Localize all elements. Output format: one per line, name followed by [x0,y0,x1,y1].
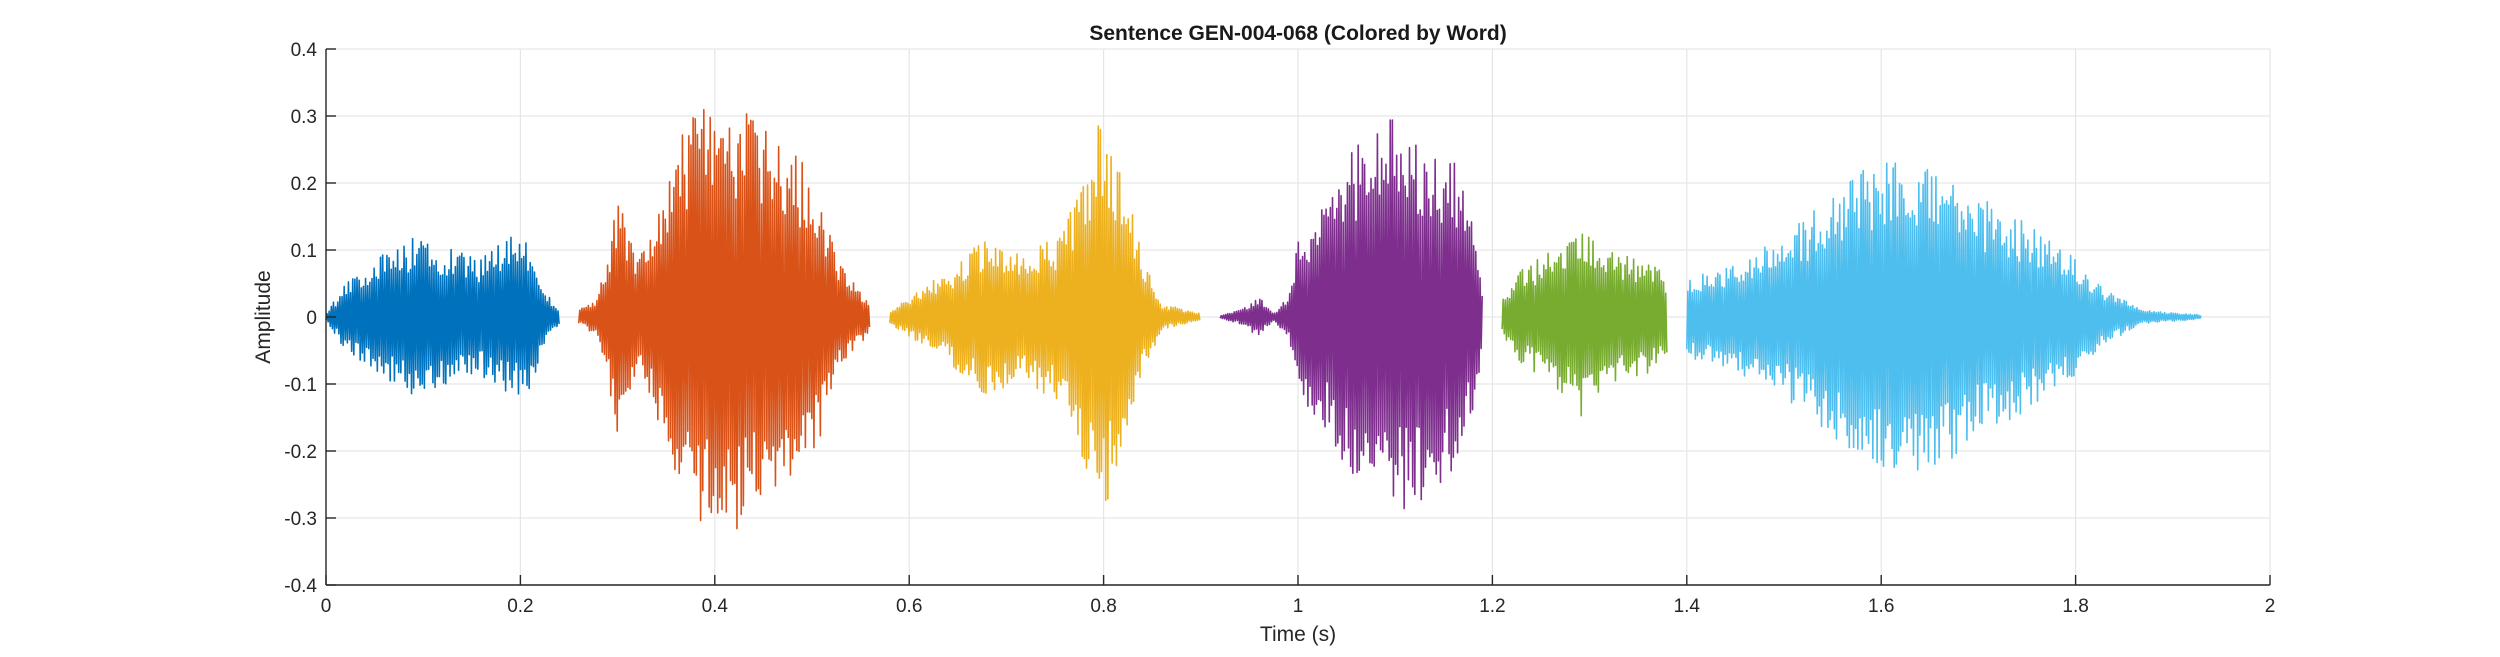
y-tick-label: 0.3 [291,107,317,128]
x-tick-label: 0.2 [507,596,533,617]
waveform-series [325,108,2202,530]
y-tick-label: -0.1 [284,375,317,396]
word-waveform-5 [1501,233,1668,417]
y-tick-label: -0.4 [284,576,317,597]
axes [325,48,2271,586]
x-tick-label: 0 [321,596,332,617]
word-waveform-1 [325,236,560,395]
y-tick-label: 0.2 [291,174,317,195]
x-tick-label: 1.4 [1674,596,1701,617]
x-tick-label: 1.6 [1868,596,1894,617]
x-tick-label: 0.4 [702,596,729,617]
x-tick-label: 2 [2265,596,2276,617]
x-axis-label: Time (s) [1260,623,1336,646]
y-axis-label: Amplitude [252,270,275,363]
x-tick-label: 1.8 [2062,596,2088,617]
y-tick-label: 0.4 [291,40,318,61]
word-waveform-3 [888,125,1201,502]
y-tick-label: -0.2 [284,442,317,463]
tick-labels: 0 0.2 0.4 0.6 0.8 1 1.2 1.4 1.6 1.8 2 -0.4 -0.3 -0.2 -… [284,40,2275,617]
word-waveform-4 [1219,119,1483,510]
y-tick-label: 0.1 [291,241,317,262]
x-tick-label: 0.6 [896,596,922,617]
word-waveform-6 [1686,162,2202,471]
chart-title: Sentence GEN-004-068 (Colored by Word) [1089,22,1506,45]
y-tick-label: -0.3 [284,509,317,530]
word-waveform-2 [577,108,871,530]
x-tick-label: 1.2 [1479,596,1505,617]
x-tick-label: 1 [1293,596,1304,617]
y-tick-label: 0 [306,308,317,329]
x-tick-label: 0.8 [1090,596,1116,617]
